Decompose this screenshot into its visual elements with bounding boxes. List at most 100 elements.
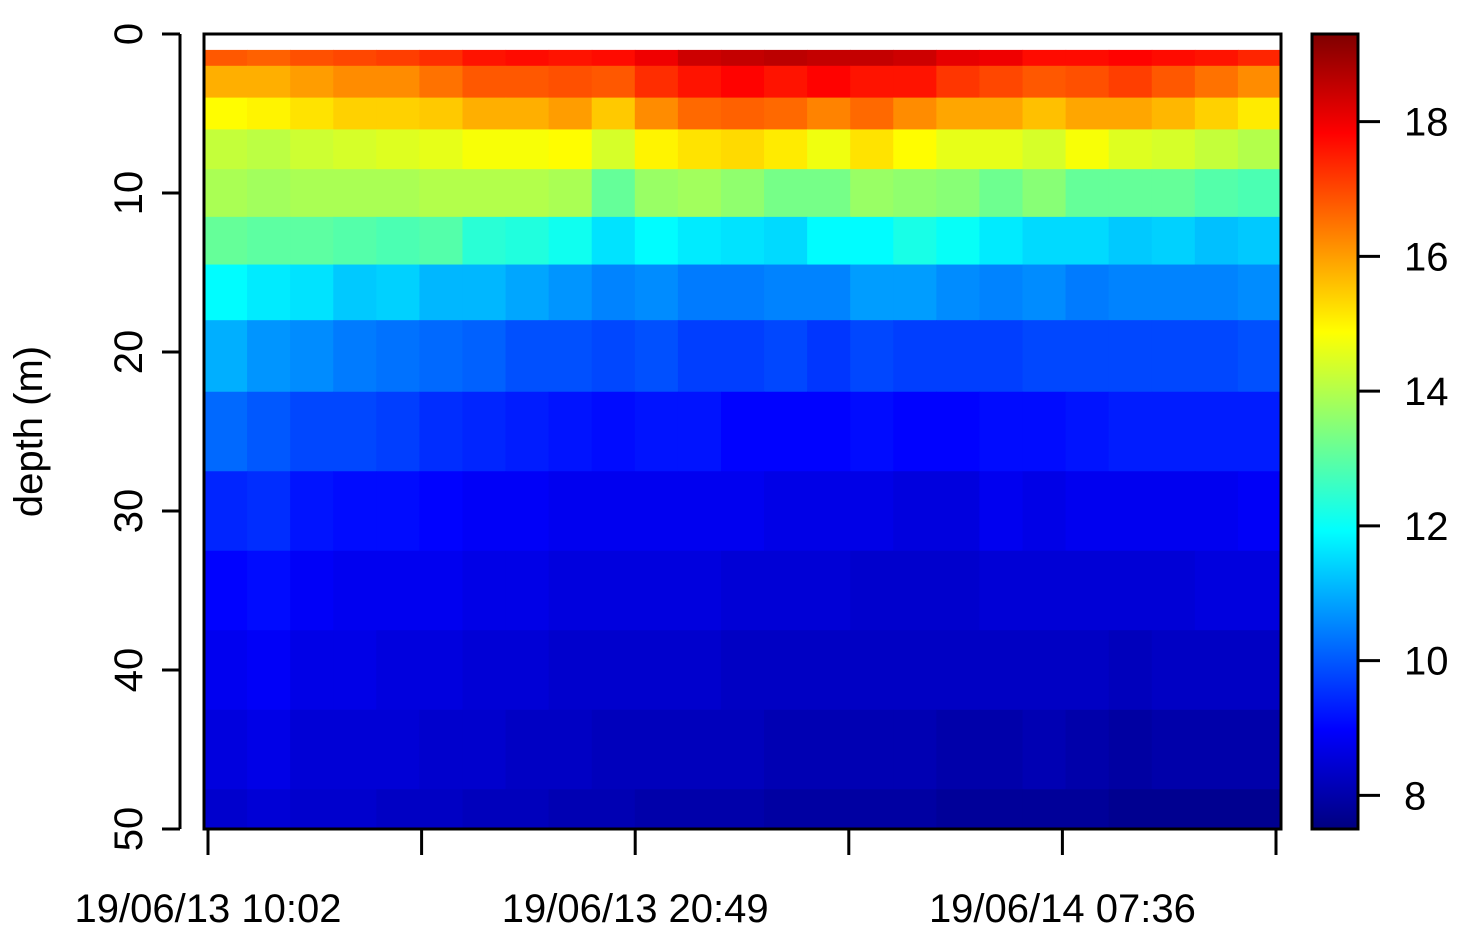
heatmap-cell — [677, 471, 722, 552]
heatmap-cell — [1194, 789, 1239, 830]
heatmap-cell — [247, 264, 291, 321]
heatmap-cell — [936, 630, 981, 711]
heatmap-cell — [333, 391, 377, 472]
y-tick-label: 0 — [107, 23, 151, 45]
heatmap-cell — [247, 216, 291, 266]
heatmap-cell — [376, 169, 420, 218]
heatmap-cell — [462, 169, 507, 218]
heatmap-cell — [720, 630, 765, 711]
heatmap-cell — [290, 789, 334, 830]
heatmap-cell — [764, 169, 808, 218]
heatmap-cell — [850, 49, 894, 67]
heatmap-cell — [591, 169, 636, 218]
heatmap-cell — [634, 550, 679, 631]
colorbar — [1310, 32, 1360, 831]
heatmap-cell — [936, 550, 981, 631]
heatmap-cell — [290, 320, 334, 393]
heatmap-cell — [764, 49, 808, 67]
colorbar-tick-label: 10 — [1404, 640, 1449, 684]
heatmap-cell — [936, 789, 981, 830]
heatmap-cell — [376, 49, 420, 67]
heatmap-cell — [1108, 264, 1153, 321]
heatmap-cell — [764, 216, 808, 266]
heatmap-cell — [333, 264, 377, 321]
heatmap-cell — [634, 471, 679, 552]
heatmap-cell — [505, 320, 550, 393]
heatmap-cell — [204, 169, 248, 218]
heatmap-cell — [419, 49, 464, 67]
heatmap-cell — [1237, 630, 1282, 711]
heatmap-cell — [333, 550, 377, 631]
heatmap-cell — [1022, 320, 1067, 393]
heatmap-cell — [462, 264, 507, 321]
heatmap-cell — [548, 709, 593, 790]
heatmap-cell — [548, 630, 593, 711]
heatmap-cell — [548, 471, 593, 552]
heatmap-cell — [204, 709, 248, 790]
heatmap-cell — [247, 391, 291, 472]
heatmap-cell — [419, 630, 464, 711]
heatmap-cell — [634, 391, 679, 472]
heatmap-cell — [1151, 630, 1196, 711]
heatmap-cell — [979, 320, 1024, 393]
heatmap-cell — [1237, 391, 1282, 472]
heatmap-cell — [247, 97, 291, 130]
heatmap-cell — [1108, 550, 1153, 631]
heatmap-cell — [462, 49, 507, 67]
heatmap-cell — [936, 169, 981, 218]
y-axis-title: depth (m) — [7, 346, 51, 517]
heatmap-cell — [204, 264, 248, 321]
heatmap-cell — [979, 169, 1024, 218]
heatmap-cell — [850, 264, 894, 321]
heatmap-cell — [936, 129, 981, 170]
heatmap-cell — [505, 216, 550, 266]
heatmap-cell — [979, 97, 1024, 130]
heatmap-cell — [720, 216, 765, 266]
heatmap-cell — [290, 49, 334, 67]
heatmap-cell — [204, 216, 248, 266]
heatmap-cell — [419, 264, 464, 321]
heatmap-cell — [1065, 320, 1110, 393]
heatmap-cell — [1151, 789, 1196, 830]
heatmap-cell — [505, 65, 550, 99]
heatmap-cell — [591, 709, 636, 790]
heatmap-cell — [333, 169, 377, 218]
heatmap-cell — [505, 789, 550, 830]
heatmap-cell — [462, 97, 507, 130]
heatmap-cell — [1237, 320, 1282, 393]
heatmap-cell — [1237, 49, 1282, 67]
heatmap-cell — [1194, 97, 1239, 130]
heatmap-cell — [1022, 550, 1067, 631]
heatmap-cell — [1237, 169, 1282, 218]
heatmap-cell — [720, 49, 765, 67]
heatmap-cell — [290, 264, 334, 321]
heatmap-cell — [764, 630, 808, 711]
heatmap-cell — [936, 49, 981, 67]
heatmap-cell — [505, 550, 550, 631]
heatmap-cell — [505, 630, 550, 711]
heatmap-cell — [419, 129, 464, 170]
heatmap-cell — [1237, 129, 1282, 170]
heatmap-cell — [720, 169, 765, 218]
heatmap-cell — [1194, 391, 1239, 472]
heatmap-cell — [505, 709, 550, 790]
heatmap-cell — [247, 49, 291, 67]
heatmap-cell — [462, 320, 507, 393]
heatmap-cell — [462, 789, 507, 830]
heatmap-cell — [462, 709, 507, 790]
heatmap-cell — [893, 550, 937, 631]
heatmap-cell — [720, 264, 765, 321]
heatmap-cell — [290, 630, 334, 711]
heatmap-cell — [462, 65, 507, 99]
heatmap-cell — [1065, 471, 1110, 552]
heatmap-cell — [936, 471, 981, 552]
heatmap-cell — [419, 169, 464, 218]
heatmap-cell — [634, 129, 679, 170]
heatmap-cell — [1108, 129, 1153, 170]
heatmap-cell — [1065, 129, 1110, 170]
heatmap-cell — [720, 391, 765, 472]
heatmap-cell — [204, 97, 248, 130]
heatmap-cell — [807, 264, 851, 321]
heatmap-cell — [720, 320, 765, 393]
heatmap-cell — [419, 216, 464, 266]
